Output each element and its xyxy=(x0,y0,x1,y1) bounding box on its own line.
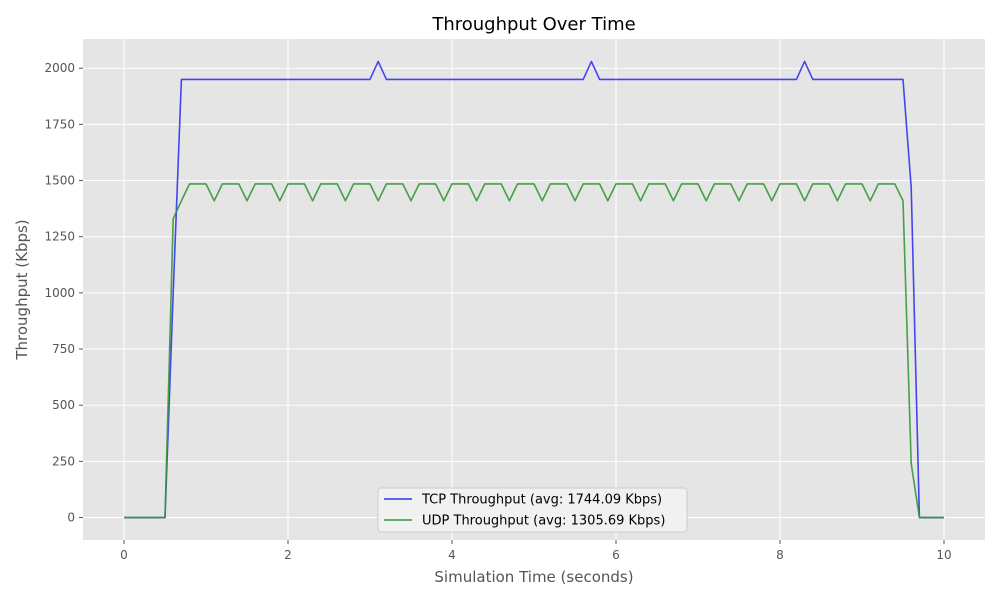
legend-label-tcp: TCP Throughput (avg: 1744.09 Kbps) xyxy=(421,493,662,508)
y-tick-label: 250 xyxy=(52,454,75,468)
udp-series-line xyxy=(124,183,944,519)
x-tick-label: 6 xyxy=(612,548,620,562)
x-tick-label: 0 xyxy=(120,548,128,562)
legend-label-udp: UDP Throughput (avg: 1305.69 Kbps) xyxy=(422,514,665,529)
y-tick-label: 1500 xyxy=(44,174,75,188)
y-tick-label: 750 xyxy=(52,342,75,356)
series-lines xyxy=(124,60,944,519)
legend-box xyxy=(377,487,688,533)
y-tick-label: 500 xyxy=(52,398,75,412)
chart-title: Throughput Over Time xyxy=(431,14,635,35)
tick-labels: 0 2 4 6 8 10 0 250 500 750 1000 1250 1500 1750 2000 xyxy=(44,61,951,562)
x-tick-label: 10 xyxy=(936,548,951,562)
x-axis-label: Simulation Time (seconds) xyxy=(434,568,633,586)
x-tick-label: 4 xyxy=(448,548,456,562)
y-tick-label: 1250 xyxy=(44,230,75,244)
y-tick-label: 1000 xyxy=(44,286,75,300)
x-tick-label: 2 xyxy=(284,548,292,562)
y-tick-label: 0 xyxy=(67,511,75,525)
grid-lines xyxy=(83,39,985,540)
y-tick-label: 1750 xyxy=(44,117,75,131)
plot-area xyxy=(83,39,985,540)
tcp-series-line xyxy=(124,60,944,519)
y-tick-label: 2000 xyxy=(44,61,75,75)
x-tick-label: 8 xyxy=(776,548,784,562)
y-axis-label: Throughput (Kbps) xyxy=(13,219,31,360)
legend: TCP Throughput (avg: 1744.09 Kbps) UDP T… xyxy=(377,487,688,533)
